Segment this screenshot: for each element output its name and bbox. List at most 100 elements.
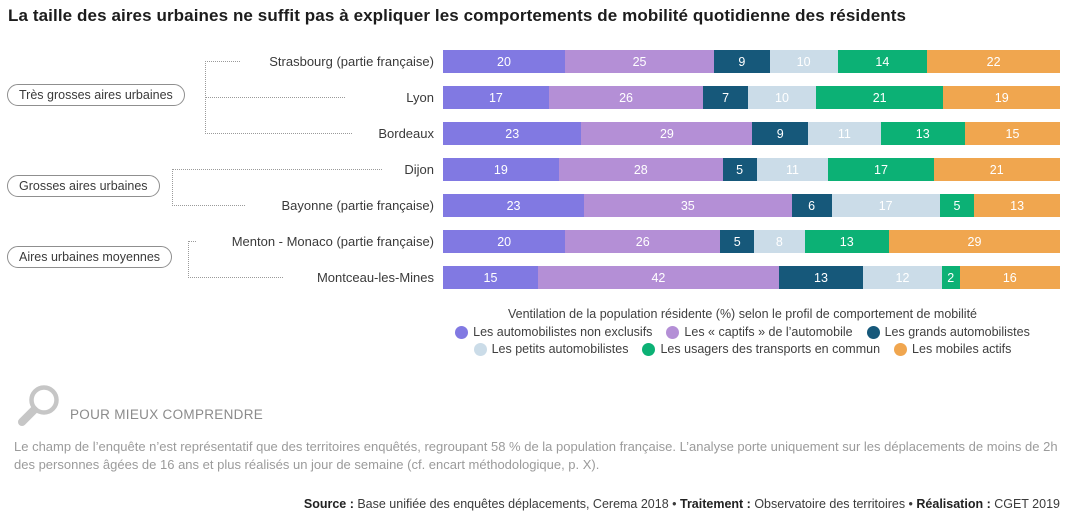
- legend-color-dot-icon: [455, 325, 469, 339]
- bracket-line: [188, 241, 189, 278]
- bar-value-label: 23: [505, 126, 520, 141]
- row-label: Menton - Monaco (partie française): [231, 234, 434, 249]
- bracket-line: [172, 169, 173, 206]
- bracket-line: [205, 97, 345, 98]
- legend-title: Ventilation de la population résidente (…: [507, 307, 978, 321]
- legend-label: Les grands automobilistes: [884, 325, 1030, 339]
- bar-value-label: 20: [497, 54, 511, 69]
- bar-row: Lyon 17 26 7 10 21 19: [0, 86, 1061, 109]
- bracket-line: [188, 277, 283, 278]
- bar-segment: 26: [565, 230, 721, 253]
- bar-value-label: 17: [488, 90, 503, 105]
- legend-row: Les petits automobilistes Les usagers des…: [415, 342, 1070, 356]
- magnifier-icon: [13, 384, 63, 437]
- bar-value-label: 15: [1005, 126, 1020, 141]
- bar-value-label: 13: [839, 234, 854, 249]
- bar-segment: 23: [443, 194, 585, 217]
- bar-segment: 26: [548, 86, 704, 109]
- bar-value-label: 26: [635, 234, 650, 249]
- bar-segment: 9: [752, 122, 809, 145]
- bar-segment: 21: [933, 158, 1060, 181]
- bar-value-label: 5: [736, 162, 744, 177]
- bracket-line: [188, 241, 196, 242]
- row-label: Dijon: [404, 162, 434, 177]
- bar-value-label: 29: [967, 234, 982, 249]
- chart-legend: Ventilation de la population résidente (…: [415, 307, 1070, 359]
- group-pill-moyennes: Aires urbaines moyennes: [7, 246, 173, 268]
- bar-value-label: 17: [874, 162, 888, 177]
- bar-value-label: 11: [786, 162, 799, 177]
- treatment-text: Observatoire des territoires •: [750, 497, 917, 511]
- page-title: La taille des aires urbaines ne suffit p…: [8, 6, 907, 25]
- bar-segment: 12: [863, 266, 942, 289]
- row-label: Lyon: [406, 90, 434, 105]
- bar-segment: 8: [754, 230, 805, 253]
- bar-value-label: 16: [1002, 270, 1017, 285]
- legend-item: Les petits automobilistes: [473, 342, 629, 356]
- bar-value-label: 9: [776, 126, 784, 141]
- bar-value-label: 7: [722, 90, 730, 105]
- legend-item: Les « captifs » de l’automobile: [666, 325, 853, 339]
- bar-segment: 35: [584, 194, 792, 217]
- bar-row: Bordeaux 23 29 9 11 13 15: [0, 122, 1061, 145]
- bar-value-label: 29: [659, 126, 674, 141]
- bar-segment: 17: [828, 158, 934, 181]
- bar-segment: 17: [443, 86, 549, 109]
- bar-segment: 13: [880, 122, 965, 145]
- bar-value-label: 9: [738, 54, 746, 69]
- bar-segment: 13: [804, 230, 889, 253]
- bar-value-label: 5: [953, 198, 961, 213]
- stacked-bar-chart: Très grosses aires urbaines Grosses aire…: [0, 45, 1080, 303]
- bar-value-label: 2: [947, 270, 955, 285]
- bar-segment: 15: [443, 266, 538, 289]
- legend-label: Les mobiles actifs: [912, 342, 1012, 356]
- note-text: Le champ de l’enquête n’est représentati…: [14, 439, 1058, 472]
- bar-value-label: 13: [915, 126, 930, 141]
- bar-value-label: 19: [994, 90, 1009, 105]
- bar-value-label: 20: [497, 234, 512, 249]
- stacked-bar: 20 26 5 8 13 29: [443, 230, 1060, 253]
- bar-segment: 11: [808, 122, 881, 145]
- bar-segment: 5: [939, 194, 975, 217]
- stacked-bar: 20 25 9 10 14 22: [443, 50, 1060, 73]
- bar-value-label: 13: [814, 270, 828, 285]
- bar-value-label: 12: [895, 270, 910, 285]
- bar-segment: 19: [443, 158, 559, 181]
- bar-segment: 13: [974, 194, 1061, 217]
- legend-label: Les petits automobilistes: [491, 342, 629, 356]
- group-pill-tres-grosses: Très grosses aires urbaines: [7, 84, 185, 106]
- bar-row: Bayonne (partie française) 23 35 6 17 5 13: [0, 194, 1061, 217]
- bar-segment: 21: [815, 86, 944, 109]
- bar-value-label: 17: [878, 198, 893, 213]
- row-label: Bayonne (partie française): [281, 198, 434, 213]
- bracket-line: [205, 61, 240, 62]
- bar-segment: 17: [831, 194, 940, 217]
- bar-value-label: 6: [808, 198, 816, 213]
- realisation-label: Réalisation :: [916, 497, 991, 511]
- bar-value-label: 15: [483, 270, 498, 285]
- bar-value-label: 14: [875, 54, 890, 69]
- bar-value-label: 26: [619, 90, 633, 105]
- bar-segment: 20: [443, 230, 566, 253]
- stacked-bar: 15 42 13 12 2 16: [443, 266, 1060, 289]
- bar-value-label: 13: [1010, 198, 1025, 213]
- legend-item: Les grands automobilistes: [866, 325, 1030, 339]
- bar-value-label: 25: [632, 54, 647, 69]
- bar-value-label: 11: [837, 126, 851, 141]
- bar-row: Strasbourg (partie française) 20 25 9 10 14 22: [0, 50, 1060, 73]
- legend-color-dot-icon: [473, 342, 487, 356]
- bar-value-label: 19: [493, 162, 508, 177]
- treatment-label: Traitement :: [680, 497, 751, 511]
- legend-item: Les mobiles actifs: [894, 342, 1011, 356]
- bar-value-label: 22: [986, 54, 1001, 69]
- bar-segment: 19: [943, 86, 1061, 109]
- legend-row: Les automobilistes non exclusifs Les « ca…: [415, 325, 1070, 339]
- legend-item: Les automobilistes non exclusifs: [455, 325, 652, 339]
- bar-segment: 9: [714, 50, 770, 73]
- bar-segment: 2: [941, 266, 960, 289]
- bar-segment: 13: [778, 266, 864, 289]
- bar-segment: 22: [927, 50, 1060, 73]
- stacked-bar: 23 29 9 11 13 15: [443, 122, 1061, 145]
- stacked-bar: 17 26 7 10 21 19: [443, 86, 1061, 109]
